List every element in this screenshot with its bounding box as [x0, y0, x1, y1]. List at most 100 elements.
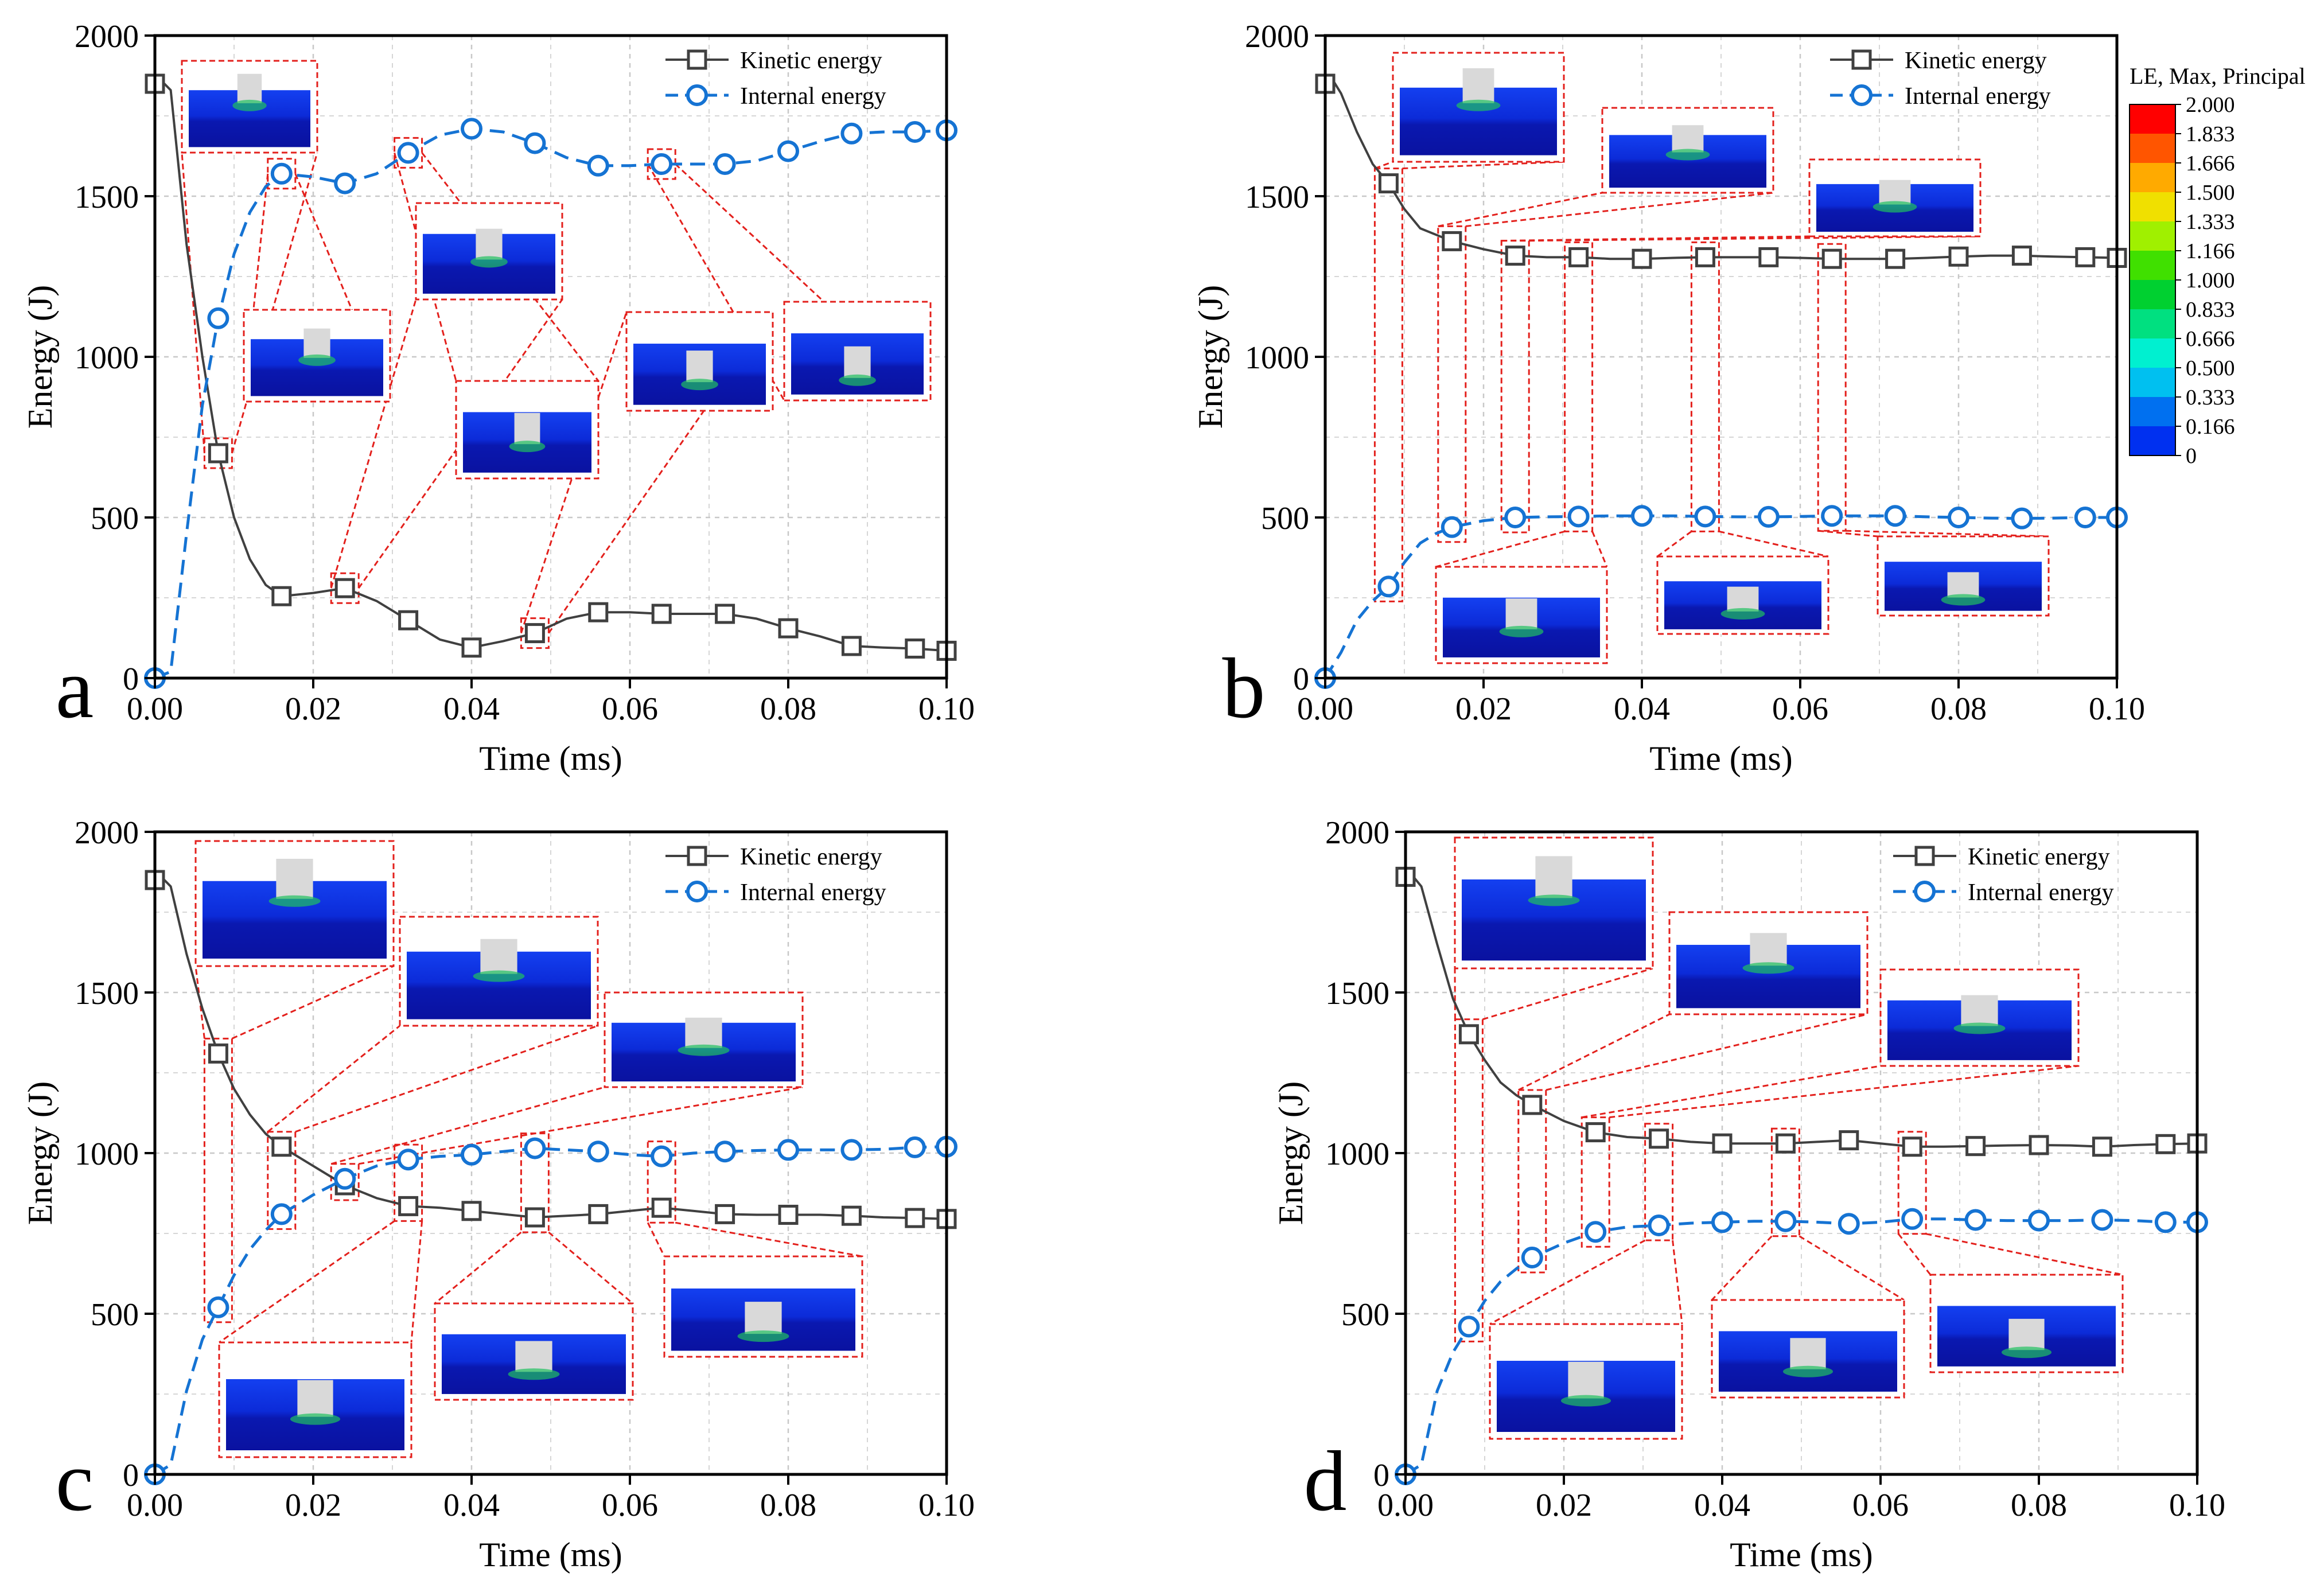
- callout-connector: [1581, 1065, 1881, 1119]
- x-tick-label: 0.04: [1694, 1488, 1750, 1523]
- legend-label-internal: Internal energy: [740, 879, 886, 906]
- callout-connector: [231, 965, 394, 1040]
- inset-projectile: [1750, 933, 1787, 966]
- y-tick-label: 1500: [75, 976, 139, 1011]
- x-tick-label: 0.02: [1536, 1488, 1592, 1523]
- legend-marker-internal: [1914, 881, 1936, 902]
- contour-inset: [1454, 836, 1654, 970]
- x-tick-label: 0.08: [760, 1488, 816, 1523]
- series-internal-energy: [1395, 1208, 2208, 1485]
- callout-group: [1454, 967, 2123, 1342]
- inset-projectile: [1535, 856, 1572, 898]
- colorbar-swatch: [2130, 134, 2175, 163]
- data-point-kinetic: [2029, 1135, 2049, 1155]
- y-tick-label: 0: [1293, 661, 1309, 697]
- colorbar-swatch: [2130, 309, 2175, 338]
- callout-connector: [219, 1220, 395, 1344]
- contour-inset: [1489, 1323, 1683, 1440]
- callout-connector: [1482, 967, 1653, 1021]
- data-point-kinetic: [1948, 246, 1969, 267]
- chart-panel-d: 0.00 0.02 0.04 0.06 0.08 0.10 0 500 1000 1500 2000…: [1272, 815, 2225, 1574]
- inset-strain-zone: [470, 256, 508, 268]
- legend-label-kinetic: Kinetic energy: [740, 48, 882, 74]
- inset-projectile: [1727, 586, 1759, 612]
- legend: Kinetic energy Internal energy: [1893, 844, 2114, 906]
- data-point-internal: [587, 1140, 609, 1163]
- data-point-internal: [270, 1203, 293, 1225]
- x-tick-label: 0.06: [602, 691, 658, 727]
- colorbar-swatch: [2130, 251, 2175, 280]
- callout-marker-box: [330, 1163, 360, 1201]
- data-point-kinetic: [1695, 247, 1715, 267]
- inset-projectile: [1947, 572, 1979, 598]
- data-point-internal: [1711, 1211, 1733, 1233]
- callout-connector: [1846, 530, 2049, 538]
- callout-connector: [194, 966, 205, 1039]
- inset-projectile: [1462, 68, 1494, 103]
- legend-marker-kinetic: [687, 846, 707, 866]
- data-point-kinetic: [715, 604, 735, 624]
- data-point-kinetic: [1902, 1136, 1922, 1157]
- callout-connector: [267, 1025, 400, 1132]
- data-point-internal: [334, 1167, 356, 1190]
- data-point-internal: [1757, 505, 1780, 528]
- legend-marker-internal: [1851, 84, 1873, 106]
- colorbar-swatch: [2130, 426, 2175, 456]
- inset-projectile: [1672, 125, 1704, 153]
- data-point-kinetic: [1632, 248, 1652, 269]
- data-point-internal: [904, 1136, 926, 1158]
- legend-marker-kinetic: [1914, 846, 1935, 866]
- contour-inset: [1877, 535, 2050, 617]
- colorbar-level-label: 0.833: [2186, 298, 2235, 322]
- callout-marker-box: [1373, 168, 1403, 602]
- x-tick-label: 0.04: [443, 691, 500, 727]
- x-tick-label: 0.10: [918, 691, 975, 727]
- callout-marker-box: [520, 1132, 550, 1233]
- colorbar-swatch: [2130, 221, 2175, 251]
- data-point-internal: [1774, 1210, 1797, 1232]
- data-point-kinetic: [1585, 1122, 1606, 1143]
- inset-strain-zone: [1528, 894, 1580, 906]
- data-point-internal: [587, 154, 609, 177]
- callout-connector: [330, 1086, 605, 1165]
- contour-inset: [1929, 1274, 2124, 1373]
- callout-connector: [1898, 1233, 1932, 1275]
- x-tick-label: 0.04: [1614, 691, 1670, 727]
- data-point-kinetic: [588, 1204, 609, 1224]
- callout-marker-box: [394, 1143, 423, 1222]
- data-point-internal: [2154, 1211, 2177, 1233]
- data-point-internal: [334, 172, 356, 194]
- callout-marker-box: [1770, 1127, 1800, 1237]
- inset-projectile: [1568, 1361, 1604, 1399]
- series-kinetic-energy: [145, 870, 957, 1229]
- y-axis-label: Energy (J): [1272, 1081, 1310, 1225]
- colorbar-swatch: [2130, 280, 2175, 309]
- x-tick-label: 0.02: [285, 1488, 341, 1523]
- y-tick-label: 1000: [1325, 1136, 1389, 1172]
- inset-strain-zone: [681, 379, 718, 391]
- y-tick-label: 2000: [75, 19, 139, 55]
- data-point-kinetic: [715, 1204, 735, 1224]
- legend-marker-kinetic: [1851, 49, 1872, 70]
- contour-inset: [243, 309, 391, 403]
- callout-marker-box: [267, 1131, 297, 1230]
- legend-label-kinetic: Kinetic energy: [740, 844, 882, 870]
- callout-connector: [410, 1221, 423, 1343]
- callout-connector: [1719, 530, 1829, 558]
- callout-marker-box: [1644, 1123, 1674, 1241]
- inset-projectile: [476, 228, 503, 260]
- y-tick-label: 2000: [75, 815, 139, 851]
- callout-marker-box: [647, 1140, 676, 1224]
- colorbar-level-label: 2.000: [2186, 93, 2235, 117]
- inset-projectile: [1790, 1338, 1826, 1369]
- data-point-internal: [461, 1143, 482, 1166]
- data-point-internal: [524, 132, 546, 154]
- data-point-kinetic: [1522, 1095, 1543, 1115]
- colorbar-level-label: 1.166: [2186, 239, 2235, 263]
- callout-connector: [1672, 1240, 1683, 1325]
- panel-letter: b: [1223, 641, 1266, 736]
- y-tick-label: 1000: [1245, 340, 1309, 376]
- data-point-internal: [461, 118, 482, 140]
- data-point-kinetic: [1649, 1128, 1669, 1149]
- x-tick-label: 0.00: [1377, 1488, 1434, 1523]
